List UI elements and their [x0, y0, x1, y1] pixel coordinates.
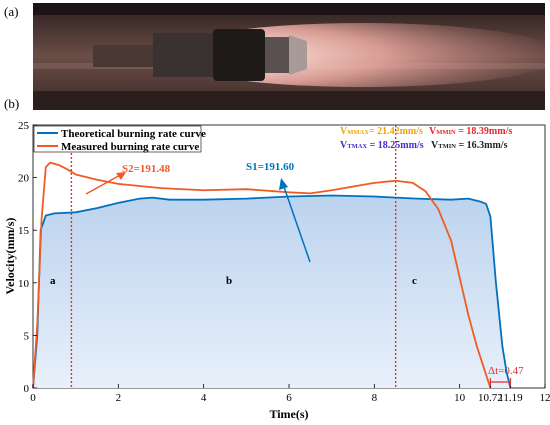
- y-tick-label: 15: [18, 225, 30, 237]
- x-tick-label: 4: [201, 392, 207, 404]
- x-tick-label: 0: [30, 392, 36, 404]
- x-tick-label: 8: [372, 392, 378, 404]
- delta-t-label: Δt=0.47: [488, 365, 524, 377]
- panel-a-label: (a): [4, 4, 19, 19]
- s1-arrow: [282, 183, 311, 263]
- legend-measured-label: Measured burning rate curve: [61, 141, 199, 153]
- y-tick-label: 20: [18, 173, 30, 185]
- y-tick-label: 10: [18, 278, 30, 290]
- theoretical-curve: [32, 194, 512, 389]
- x-axis-label: Time(s): [269, 407, 308, 421]
- s1-arrowhead: [279, 178, 288, 190]
- legend: Theoretical burning rate curve Measured …: [33, 125, 206, 153]
- panel-b-label: (b): [4, 96, 20, 111]
- s1-annotation: S1=191.60: [246, 161, 295, 173]
- plot-layer: [32, 125, 512, 389]
- y-tick-label: 25: [18, 120, 30, 132]
- x-tick-label: 12: [540, 392, 550, 404]
- x-tick-label: 10.72: [478, 392, 503, 404]
- rocket-plume-photo: [33, 3, 545, 110]
- legend-theoretical-label: Theoretical burning rate curve: [61, 128, 206, 140]
- vmmin-stat: VMMIN = 18.39mm/s: [429, 126, 512, 137]
- vtmax-stat: VTMAX = 18.25mm/s: [340, 140, 424, 151]
- y-tick-label: 5: [24, 330, 30, 342]
- theoretical-area-fill: [33, 195, 511, 388]
- y-tick-label: 0: [24, 383, 30, 395]
- vmmax-stat: VMMAX= 21.42mm/s: [340, 126, 423, 137]
- region-b-label: b: [226, 275, 232, 287]
- x-tick-label: 2: [116, 392, 122, 404]
- measured-curve: [32, 161, 492, 389]
- y-axis-label: Velocity(mm/s): [3, 218, 17, 295]
- s2-arrowhead: [116, 172, 126, 180]
- region-a-label: a: [50, 275, 56, 287]
- x-tick-label: 6: [286, 392, 292, 404]
- delta-t-bracket: [489, 378, 512, 386]
- x-tick-label: 10: [454, 392, 466, 404]
- vtmin-stat: VTMIN = 16.3mm/s: [431, 140, 508, 151]
- s2-annotation: S2=191.48: [122, 163, 171, 175]
- region-c-label: c: [412, 275, 417, 287]
- s2-arrow: [85, 173, 123, 195]
- x-tick-label: 11.19: [498, 392, 523, 404]
